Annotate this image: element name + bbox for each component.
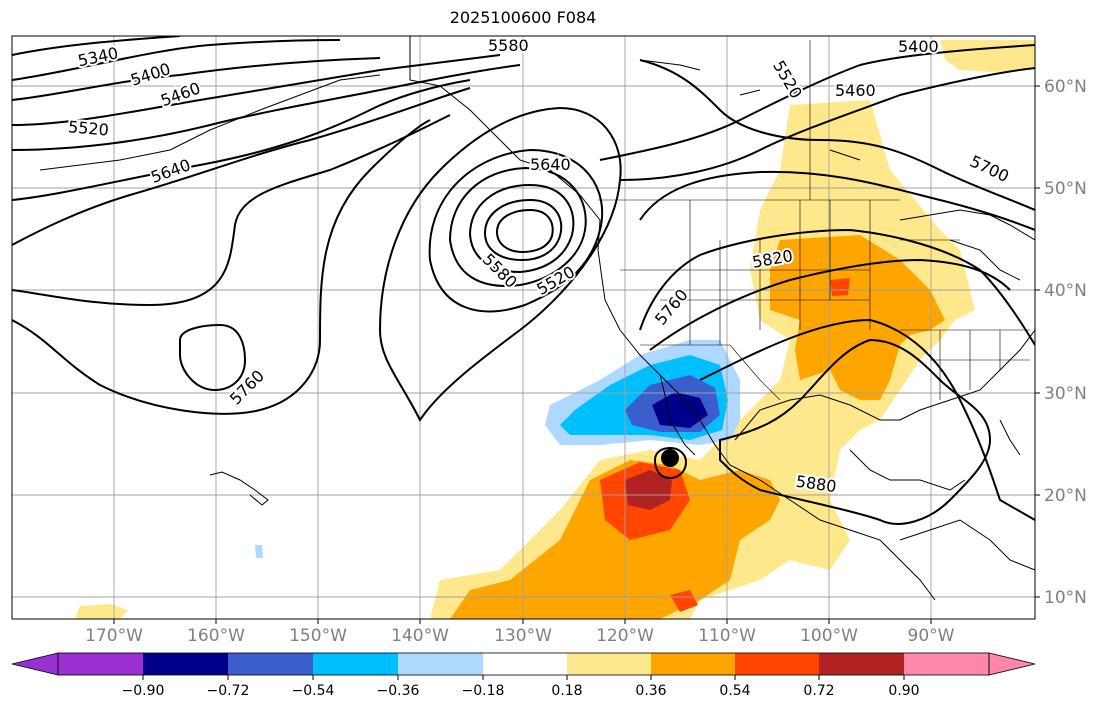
colorbar-tick-label: −0.54 [291, 683, 335, 699]
contour-label: 5460 [158, 78, 203, 110]
contour-label: 5700 [967, 152, 1012, 186]
plot-title: 2025100600 F084 [449, 8, 597, 27]
colorbar-tick-label: 0.36 [635, 683, 667, 699]
colorbar-tick-label: 0.54 [719, 683, 751, 699]
height-contours [12, 36, 1035, 525]
colorbar-tick-label: −0.36 [376, 683, 420, 699]
colorbar-bin [313, 653, 398, 675]
lon-label: 140°W [391, 626, 449, 646]
lat-label: 50°N [1044, 179, 1087, 199]
contour-label: 5400 [898, 37, 939, 56]
colorbar-tick-label: 0.72 [803, 683, 835, 699]
colorbar-bin [483, 653, 567, 675]
lon-label: 100°W [800, 626, 858, 646]
anomaly-positive [770, 235, 945, 400]
colorbar-bin [58, 653, 143, 675]
hurricane-icon [661, 449, 679, 467]
lon-label: 150°W [289, 626, 347, 646]
contour-label: 5460 [835, 81, 876, 100]
contour-label: 5640 [530, 155, 571, 174]
lon-label: 170°W [85, 626, 143, 646]
lon-label: 120°W [596, 626, 654, 646]
colorbar-bin [143, 653, 228, 675]
anomaly-positive-mid [830, 278, 850, 296]
lat-label: 10°N [1044, 588, 1087, 608]
colorbar-extend-high [988, 652, 1036, 676]
borders [409, 36, 1030, 401]
anomaly-positive-dark [625, 470, 672, 510]
contour-label: 5340 [76, 43, 120, 70]
lat-label: 40°N [1044, 281, 1087, 301]
contour-label: 5580 [488, 36, 529, 55]
anomaly-positive-light [75, 604, 128, 619]
contour-label: 5520 [769, 57, 806, 102]
colorbar-tick-label: −0.18 [461, 683, 505, 699]
anomaly-positive [450, 460, 780, 619]
anomaly-positive-light [940, 40, 1035, 72]
lat-label: 30°N [1044, 384, 1087, 404]
lon-label: 110°W [698, 626, 756, 646]
anomaly-negative-light [255, 545, 263, 558]
contour-label: 5760 [226, 366, 268, 408]
map-area: 5340 5400 5460 5520 5640 5580 5520 5640 … [12, 36, 1035, 619]
contour-label: 5760 [651, 285, 692, 328]
colorbar-extend-low [11, 652, 59, 676]
lat-label: 20°N [1044, 486, 1087, 506]
colorbar [11, 652, 1036, 680]
lat-ticks [1035, 85, 1040, 598]
colorbar-bin [398, 653, 483, 675]
colorbar-tick-label: −0.90 [121, 683, 165, 699]
anomaly-positive-mid [670, 590, 698, 612]
colorbar-bin [651, 653, 735, 675]
colorbar-bin [567, 653, 651, 675]
contour-label: 5520 [67, 117, 109, 139]
lon-label: 160°W [187, 626, 245, 646]
contour-label: 5400 [128, 59, 173, 90]
lon-label: 130°W [494, 626, 552, 646]
colorbar-bin [904, 653, 989, 675]
colorbar-tick-label: −0.72 [206, 683, 250, 699]
colorbar-bin [228, 653, 313, 675]
colorbar-bin [819, 653, 904, 675]
lon-ticks [113, 619, 932, 624]
colorbar-tick-label: 0.18 [551, 683, 583, 699]
lat-label: 60°N [1044, 77, 1087, 97]
lon-label: 90°W [907, 626, 955, 646]
colorbar-tick-label: 0.90 [888, 683, 920, 699]
colorbar-bin [735, 653, 819, 675]
